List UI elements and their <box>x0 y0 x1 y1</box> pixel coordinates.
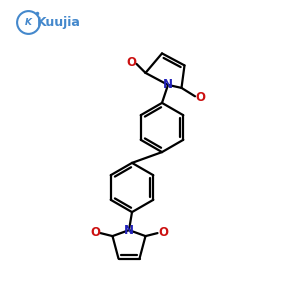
Text: N: N <box>124 224 134 237</box>
Text: O: O <box>90 226 100 239</box>
Text: K: K <box>25 18 32 27</box>
Text: N: N <box>163 78 173 92</box>
Text: Kuujia: Kuujia <box>37 16 80 29</box>
Text: O: O <box>126 56 136 69</box>
Text: O: O <box>195 91 206 104</box>
Text: O: O <box>158 226 168 239</box>
